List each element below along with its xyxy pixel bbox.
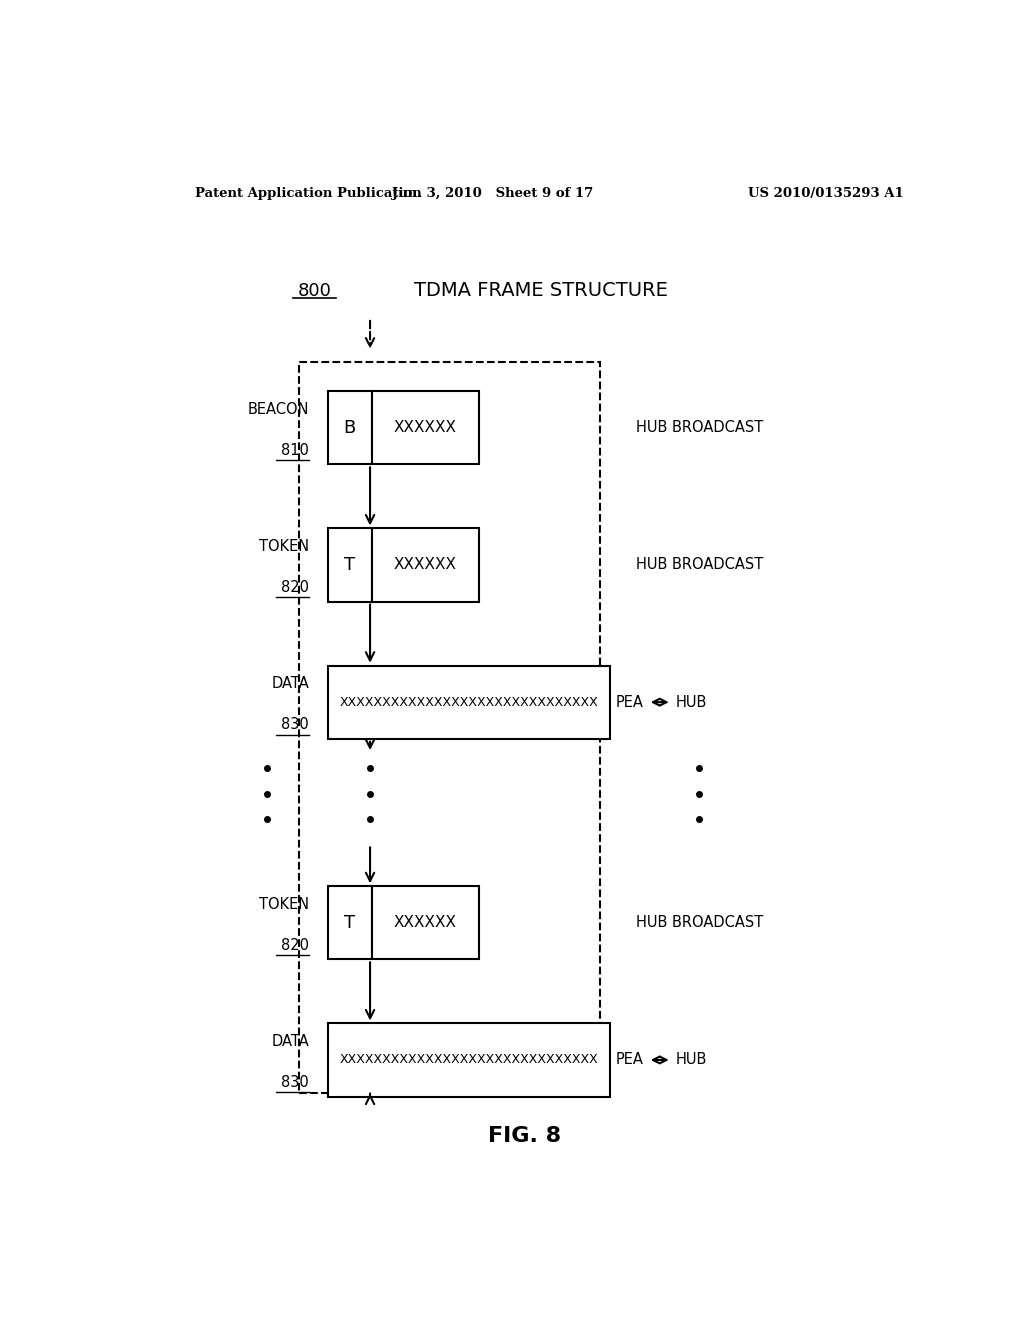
Bar bbox=[328, 886, 372, 960]
Text: HUB: HUB bbox=[676, 694, 707, 710]
Text: PEA: PEA bbox=[616, 694, 644, 710]
Text: HUB BROADCAST: HUB BROADCAST bbox=[636, 915, 763, 931]
Text: 820: 820 bbox=[281, 937, 309, 953]
Text: 810: 810 bbox=[281, 442, 309, 458]
Text: BEACON: BEACON bbox=[248, 403, 309, 417]
Text: Patent Application Publication: Patent Application Publication bbox=[196, 187, 422, 201]
Text: TOKEN: TOKEN bbox=[259, 539, 309, 554]
Text: DATA: DATA bbox=[271, 1034, 309, 1049]
Bar bbox=[372, 528, 479, 602]
Bar bbox=[328, 528, 372, 602]
Text: XXXXXXXXXXXXXXXXXXXXXXXXXXXXXX: XXXXXXXXXXXXXXXXXXXXXXXXXXXXXX bbox=[340, 696, 598, 709]
Bar bbox=[328, 391, 372, 465]
Text: XXXXXX: XXXXXX bbox=[393, 557, 457, 573]
Text: HUB: HUB bbox=[676, 1052, 707, 1068]
Bar bbox=[372, 391, 479, 465]
Text: XXXXXX: XXXXXX bbox=[393, 420, 457, 436]
Bar bbox=[372, 886, 479, 960]
Text: 800: 800 bbox=[298, 281, 332, 300]
Text: PEA: PEA bbox=[616, 1052, 644, 1068]
Bar bbox=[299, 362, 600, 1093]
Text: HUB BROADCAST: HUB BROADCAST bbox=[636, 420, 763, 436]
Text: 830: 830 bbox=[282, 1074, 309, 1090]
Text: TDMA FRAME STRUCTURE: TDMA FRAME STRUCTURE bbox=[414, 281, 668, 300]
Bar bbox=[328, 665, 609, 739]
Text: TOKEN: TOKEN bbox=[259, 896, 309, 912]
Text: XXXXXXXXXXXXXXXXXXXXXXXXXXXXXX: XXXXXXXXXXXXXXXXXXXXXXXXXXXXXX bbox=[340, 1053, 598, 1067]
Text: 830: 830 bbox=[282, 717, 309, 733]
Text: XXXXXX: XXXXXX bbox=[393, 915, 457, 931]
Text: FIG. 8: FIG. 8 bbox=[488, 1126, 561, 1146]
Text: T: T bbox=[344, 556, 355, 574]
Text: US 2010/0135293 A1: US 2010/0135293 A1 bbox=[749, 187, 904, 201]
Bar bbox=[328, 1023, 609, 1097]
Text: DATA: DATA bbox=[271, 676, 309, 692]
Text: HUB BROADCAST: HUB BROADCAST bbox=[636, 557, 763, 573]
Text: B: B bbox=[344, 418, 356, 437]
Text: 820: 820 bbox=[281, 579, 309, 595]
Text: T: T bbox=[344, 913, 355, 932]
Text: Jun. 3, 2010   Sheet 9 of 17: Jun. 3, 2010 Sheet 9 of 17 bbox=[392, 187, 594, 201]
